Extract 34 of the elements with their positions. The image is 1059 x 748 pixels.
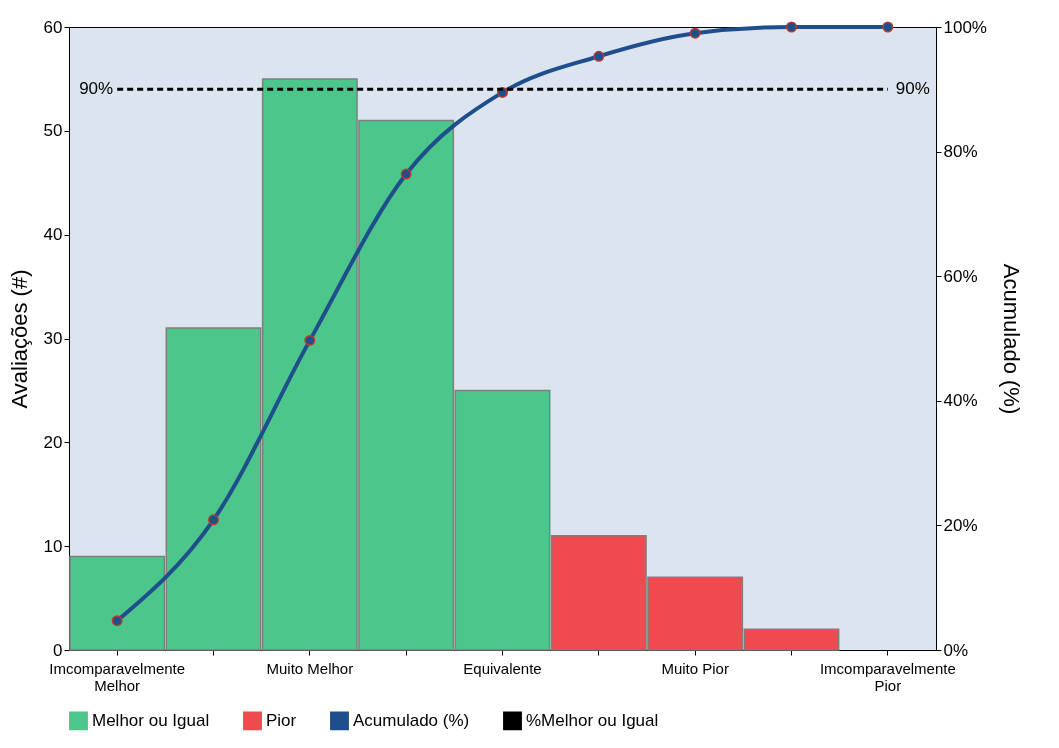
point bbox=[882, 21, 894, 33]
y-axis-title: Avaliações (#) bbox=[6, 269, 32, 409]
y-tick-label: 30 bbox=[43, 329, 63, 348]
y-tick-label: 10 bbox=[43, 536, 63, 556]
data-label: 90% bbox=[79, 79, 114, 99]
y2-tick-label: 40% bbox=[943, 391, 978, 411]
y-tick-label: 60 bbox=[43, 17, 63, 37]
data-label: 90% bbox=[895, 79, 930, 99]
x-tick-label: Muito Pior bbox=[661, 659, 729, 677]
point bbox=[304, 334, 316, 346]
y-tick-label: 40 bbox=[43, 225, 63, 245]
y-tick-label: 50 bbox=[43, 121, 63, 141]
y2-tick-label: 0% bbox=[943, 640, 969, 660]
legend-label: Acumulado (%) bbox=[353, 710, 470, 730]
y2-tick-label: 100% bbox=[943, 17, 987, 37]
y2-tick-label: 80% bbox=[943, 142, 978, 162]
point bbox=[689, 27, 701, 39]
x-tick-label: Equivalente bbox=[463, 659, 542, 677]
point bbox=[786, 21, 797, 33]
y2-tick-label: 60% bbox=[943, 266, 978, 286]
legend-label: Melhor ou Igual bbox=[92, 710, 210, 730]
point bbox=[208, 514, 219, 526]
y-tick-label: 20 bbox=[43, 432, 63, 452]
y-tick-label: 0 bbox=[53, 640, 63, 660]
y2-axis-title: Acumulado (%) bbox=[998, 263, 1024, 415]
legend-label: %Melhor ou Igual bbox=[526, 710, 659, 730]
point bbox=[111, 615, 123, 627]
point bbox=[400, 168, 412, 180]
point bbox=[593, 50, 605, 62]
x-tick-label: Imcomparavelmente Pior bbox=[819, 659, 956, 694]
y2-tick-label: 20% bbox=[943, 515, 978, 535]
x-tick-label: Muito Melhor bbox=[266, 659, 354, 677]
x-tick-label: Imcomparavelmente Melhor bbox=[49, 659, 186, 694]
legend-label: Pior bbox=[266, 710, 297, 730]
